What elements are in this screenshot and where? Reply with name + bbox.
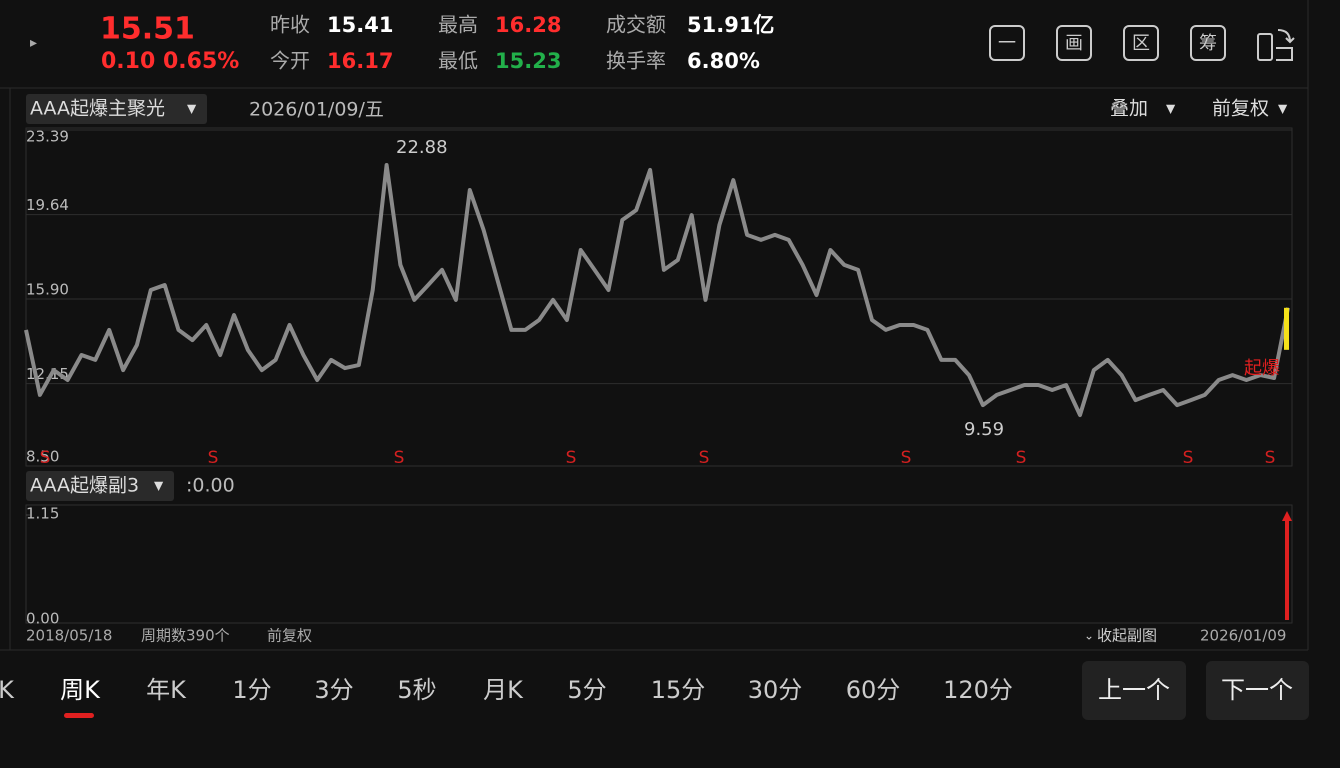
signal-marker: S bbox=[566, 448, 577, 468]
next-button[interactable] bbox=[1206, 661, 1309, 720]
indicator-name[interactable]: AAA起爆主聚光 bbox=[30, 98, 165, 120]
y-tick-label: 19.64 bbox=[26, 196, 69, 214]
collapse-icon: ⌄ bbox=[1084, 629, 1094, 643]
tab-indicator bbox=[64, 713, 94, 718]
start-date: 2018/05/18 bbox=[26, 627, 112, 645]
prev-label[interactable]: 上一个 bbox=[1098, 676, 1170, 704]
tool-button[interactable] bbox=[989, 25, 1025, 61]
tool-label[interactable]: 筹 bbox=[1199, 33, 1217, 54]
signal-marker: S bbox=[901, 448, 912, 468]
y-tick-label: 8.50 bbox=[26, 448, 59, 466]
period-tab[interactable]: 30分 bbox=[748, 676, 803, 704]
low-annotation: 9.59 bbox=[964, 419, 1004, 440]
adjust[interactable]: 前复权 bbox=[1212, 98, 1269, 120]
tool-button[interactable] bbox=[1190, 25, 1226, 61]
stat-value: 15.41 bbox=[327, 13, 393, 37]
last-candle bbox=[1284, 307, 1289, 350]
next-label[interactable]: 下一个 bbox=[1221, 676, 1293, 704]
stat-value: 6.80% bbox=[687, 49, 760, 73]
y-tick-label: 1.15 bbox=[26, 505, 59, 523]
tool-label[interactable]: 画 bbox=[1065, 33, 1083, 54]
high-annotation: 22.88 bbox=[396, 137, 448, 158]
period-tab[interactable]: 15分 bbox=[651, 676, 706, 704]
collapse[interactable]: 收起副图 bbox=[1097, 627, 1157, 645]
signal-annotation: 起爆 bbox=[1244, 358, 1280, 379]
icon-shape bbox=[1257, 33, 1273, 61]
overlay[interactable]: 叠加 bbox=[1110, 98, 1148, 120]
signal-marker: S bbox=[394, 448, 405, 468]
tool-button[interactable] bbox=[1056, 25, 1092, 61]
period-tab[interactable]: 60分 bbox=[846, 676, 901, 704]
period-tab[interactable]: 年K bbox=[146, 676, 187, 704]
stat-value: 16.17 bbox=[327, 49, 393, 73]
stat-label: 今开 bbox=[270, 49, 310, 73]
sub-indicator-select[interactable] bbox=[26, 471, 174, 501]
signal-bar bbox=[1285, 515, 1289, 620]
dropdown-arrow: ▼ bbox=[1278, 102, 1288, 116]
sub-plot-frame bbox=[25, 504, 1293, 624]
signal-marker: S bbox=[1265, 448, 1276, 468]
dropdown-arrow: ▼ bbox=[187, 102, 197, 116]
date: 2026/01/09/五 bbox=[249, 99, 384, 121]
signal-marker: S bbox=[699, 448, 710, 468]
stat-value: 51.91亿 bbox=[687, 13, 774, 37]
y-tick-label: 23.39 bbox=[26, 128, 69, 146]
prev-button[interactable] bbox=[1082, 661, 1186, 720]
signal-arrow bbox=[1282, 511, 1292, 521]
icon-shape bbox=[1276, 29, 1295, 61]
period-tab[interactable]: 周K bbox=[60, 676, 101, 704]
period-count: 周期数390个 bbox=[141, 627, 230, 645]
adjust-mode: 前复权 bbox=[267, 627, 312, 645]
period-tab[interactable]: K bbox=[0, 676, 15, 704]
period-tab[interactable]: 5分 bbox=[567, 676, 606, 704]
stat-label: 昨收 bbox=[270, 13, 310, 37]
expand-arrow[interactable]: ▸ bbox=[30, 35, 37, 51]
tool-button[interactable] bbox=[1123, 25, 1159, 61]
period-tab[interactable]: 3分 bbox=[314, 676, 353, 704]
price: 15.51 bbox=[100, 12, 195, 47]
signal-marker: S bbox=[1016, 448, 1027, 468]
sub-indicator-name[interactable]: AAA起爆副3 bbox=[30, 475, 139, 497]
signal-marker: S bbox=[1183, 448, 1194, 468]
stat-label: 换手率 bbox=[606, 49, 666, 73]
period-tab[interactable]: 1分 bbox=[232, 676, 271, 704]
change: 0.10 bbox=[101, 49, 155, 74]
rotate-icon[interactable] bbox=[1257, 29, 1295, 61]
stat-label: 最高 bbox=[438, 13, 478, 37]
stat-value: 16.28 bbox=[495, 13, 561, 37]
sub-readout: :0.00 bbox=[186, 475, 235, 497]
tool-label[interactable]: 区 bbox=[1132, 33, 1150, 54]
y-tick-label: 0.00 bbox=[26, 610, 59, 628]
signal-marker: S bbox=[40, 448, 51, 468]
stat-value: 15.23 bbox=[495, 49, 561, 73]
period-tab[interactable]: 月K bbox=[483, 676, 524, 704]
dropdown-arrow: ▼ bbox=[154, 479, 164, 493]
signal-marker: S bbox=[208, 448, 219, 468]
period-tab[interactable]: 120分 bbox=[943, 676, 1013, 704]
stat-label: 最低 bbox=[438, 49, 478, 73]
price-line bbox=[24, 163, 1290, 417]
tool-label[interactable]: 一 bbox=[998, 33, 1016, 54]
period-tab[interactable]: 5秒 bbox=[397, 676, 436, 704]
y-tick-label: 15.90 bbox=[26, 281, 69, 299]
dropdown-arrow: ▼ bbox=[1166, 102, 1176, 116]
indicator-select[interactable] bbox=[26, 94, 207, 124]
end-date: 2026/01/09 bbox=[1200, 627, 1286, 645]
change-pct: 0.65% bbox=[163, 49, 239, 74]
stat-label: 成交额 bbox=[606, 13, 666, 37]
